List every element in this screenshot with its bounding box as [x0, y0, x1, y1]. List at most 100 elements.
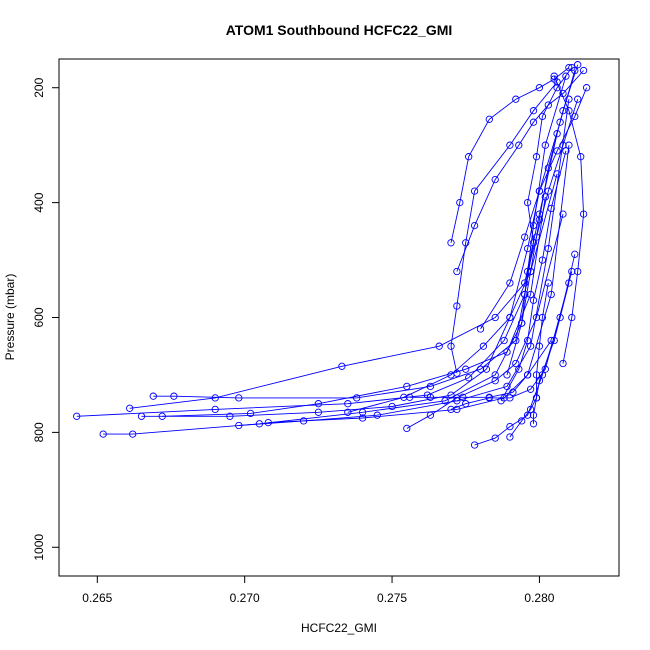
data-point	[544, 101, 552, 109]
chart-title: ATOM1 Southbound HCFC22_GMI	[226, 22, 453, 38]
y-tick-label: 400	[32, 192, 46, 212]
data-point	[447, 342, 455, 350]
y-tick-label: 800	[32, 422, 46, 442]
series-line	[409, 340, 552, 398]
data-point	[358, 414, 367, 422]
series-line	[533, 282, 549, 424]
data-point	[544, 187, 552, 195]
data-point	[491, 377, 499, 385]
x-tick-label: 0.270	[230, 591, 260, 605]
data-point	[515, 365, 523, 373]
data-point	[479, 342, 488, 350]
data-point	[211, 394, 219, 402]
series-line	[450, 67, 570, 243]
x-tick-label: 0.265	[82, 591, 112, 605]
data-point	[482, 365, 491, 373]
data-point	[453, 405, 461, 414]
data-point	[559, 359, 567, 368]
data-point	[532, 394, 541, 402]
data-point	[529, 118, 538, 126]
data-point	[559, 210, 567, 218]
data-point	[538, 313, 547, 322]
data-point	[526, 290, 535, 299]
data-point	[344, 408, 352, 416]
data-point	[579, 66, 588, 75]
x-axis: 0.265 0.270 0.275 0.280	[82, 576, 555, 605]
data-point	[518, 319, 526, 327]
plot-area	[73, 61, 591, 449]
data-point	[523, 411, 532, 419]
data-point	[447, 391, 455, 399]
data-point	[470, 187, 479, 195]
data-point	[571, 250, 579, 258]
data-point	[426, 411, 435, 419]
profile-series	[503, 95, 582, 379]
data-point	[577, 153, 585, 161]
data-point	[553, 84, 561, 92]
data-point	[529, 420, 538, 428]
data-point	[491, 313, 499, 322]
data-point	[582, 84, 591, 92]
data-point	[506, 422, 514, 431]
profile-series	[497, 147, 570, 405]
profile-series	[447, 78, 561, 377]
data-point	[535, 84, 544, 92]
data-point	[235, 421, 243, 430]
data-point	[373, 411, 381, 419]
data-point	[579, 210, 588, 218]
data-point	[571, 112, 579, 121]
data-point	[506, 141, 514, 149]
data-point	[99, 430, 107, 438]
data-point	[550, 72, 558, 80]
data-point	[470, 441, 479, 449]
data-point	[523, 198, 532, 207]
profile-series	[158, 193, 549, 420]
data-point	[403, 382, 411, 391]
series-line	[141, 70, 576, 417]
data-point	[73, 412, 81, 420]
data-point	[523, 267, 532, 276]
data-point	[403, 424, 411, 433]
series-line	[500, 150, 567, 402]
data-point	[509, 388, 517, 396]
data-point	[465, 153, 473, 161]
y-tick-label: 200	[32, 77, 46, 97]
data-point	[506, 279, 514, 287]
data-point	[562, 147, 570, 155]
data-point	[547, 204, 555, 213]
data-point	[465, 374, 473, 382]
data-point	[568, 313, 576, 322]
data-point	[547, 290, 555, 299]
data-point	[565, 63, 573, 72]
data-point	[565, 141, 573, 149]
data-point	[338, 362, 346, 370]
data-point	[565, 107, 573, 115]
data-point	[246, 409, 255, 418]
data-point	[574, 95, 582, 103]
data-point	[529, 411, 538, 419]
data-point	[170, 392, 178, 400]
data-point	[129, 430, 137, 438]
data-point	[314, 400, 323, 408]
data-point	[571, 66, 579, 75]
data-point	[559, 141, 567, 149]
series-line	[506, 99, 579, 376]
data-point	[453, 267, 461, 276]
data-point	[500, 336, 508, 345]
data-point	[426, 393, 435, 401]
data-point	[470, 221, 479, 230]
data-point	[462, 365, 470, 373]
data-point	[497, 397, 505, 405]
data-point	[462, 400, 470, 408]
data-point	[126, 404, 134, 412]
data-point	[264, 418, 272, 427]
data-point	[553, 147, 561, 155]
y-axis-label: Pressure (mbar)	[3, 274, 17, 361]
data-point	[512, 359, 520, 368]
data-point	[506, 313, 514, 322]
data-point	[518, 417, 526, 425]
data-point	[565, 279, 573, 287]
data-point	[137, 412, 146, 420]
y-tick-label: 600	[32, 307, 46, 327]
